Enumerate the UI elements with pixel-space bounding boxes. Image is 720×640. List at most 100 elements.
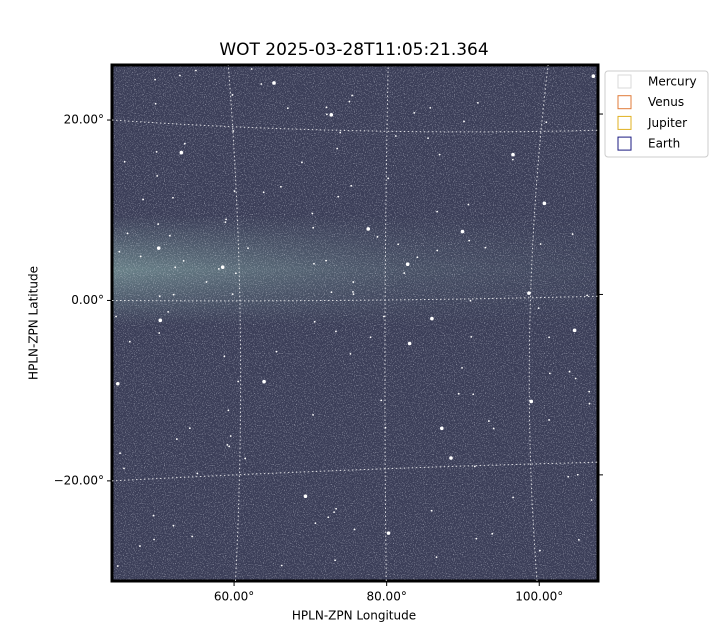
star (156, 175, 159, 177)
star (470, 335, 473, 338)
star (234, 272, 237, 275)
star (118, 250, 121, 253)
star (430, 509, 433, 512)
star (387, 177, 390, 180)
star (232, 130, 235, 132)
star (542, 201, 547, 206)
legend-label: Earth (648, 137, 680, 151)
x-tick-label: 80.00° (366, 590, 406, 604)
star (353, 528, 356, 531)
star (475, 537, 478, 540)
star (116, 565, 119, 567)
star (158, 332, 161, 334)
star (195, 69, 197, 72)
star (152, 514, 155, 517)
star (115, 381, 120, 386)
star (380, 399, 383, 402)
legend-marker (617, 95, 632, 110)
star (225, 218, 227, 221)
star (313, 262, 315, 265)
star (394, 135, 397, 137)
star (168, 234, 171, 237)
star (337, 195, 340, 198)
star (436, 210, 439, 213)
star (217, 268, 220, 270)
grid-line (384, 64, 389, 582)
star (312, 414, 314, 416)
star (352, 293, 355, 295)
star (128, 340, 131, 343)
star (157, 223, 160, 225)
star (314, 522, 317, 525)
star (407, 341, 412, 346)
star (325, 259, 328, 262)
star (286, 107, 289, 110)
star (226, 443, 229, 446)
star (272, 81, 276, 85)
star (468, 239, 471, 242)
star (491, 532, 494, 535)
star (577, 538, 580, 541)
star (312, 226, 315, 229)
star (512, 496, 514, 499)
star (333, 511, 335, 514)
star (301, 161, 303, 164)
star (119, 452, 121, 455)
star (154, 78, 156, 81)
y-tick-label: 0.00° (71, 293, 104, 307)
star (430, 316, 434, 321)
star (182, 260, 185, 262)
star (511, 152, 515, 157)
star (369, 336, 372, 339)
star (469, 299, 472, 302)
star (237, 380, 240, 383)
star (339, 131, 342, 134)
star (571, 233, 574, 235)
star (260, 83, 263, 85)
legend-label: Jupiter (647, 116, 687, 130)
star (586, 294, 589, 297)
star (205, 281, 208, 283)
star (311, 212, 314, 215)
star (175, 438, 178, 440)
star (568, 370, 571, 373)
legend-label: Venus (648, 95, 684, 109)
star (548, 336, 550, 339)
star (460, 229, 465, 234)
star (588, 402, 591, 405)
star (590, 499, 593, 501)
star (313, 320, 316, 323)
star (233, 190, 236, 193)
star (487, 420, 490, 422)
star (476, 101, 479, 104)
star (224, 221, 227, 224)
star (123, 160, 126, 163)
star (228, 445, 231, 448)
x-tick-label: 100.00° (515, 590, 563, 604)
star (250, 68, 253, 70)
star (158, 318, 163, 323)
star (457, 392, 460, 395)
star (527, 291, 531, 295)
star (336, 147, 339, 150)
star (416, 256, 419, 259)
star (123, 467, 125, 470)
star (329, 113, 334, 117)
star (463, 120, 465, 123)
star (191, 535, 194, 538)
star (350, 184, 353, 187)
star (473, 465, 476, 468)
star (262, 191, 265, 194)
star (548, 372, 551, 375)
star (335, 507, 337, 510)
star (413, 111, 416, 114)
star (461, 366, 463, 369)
star (405, 262, 410, 266)
star (154, 102, 157, 105)
star (188, 427, 191, 430)
star (484, 246, 487, 249)
star (511, 158, 514, 161)
star (303, 494, 308, 499)
star (223, 355, 226, 358)
star (179, 150, 184, 155)
